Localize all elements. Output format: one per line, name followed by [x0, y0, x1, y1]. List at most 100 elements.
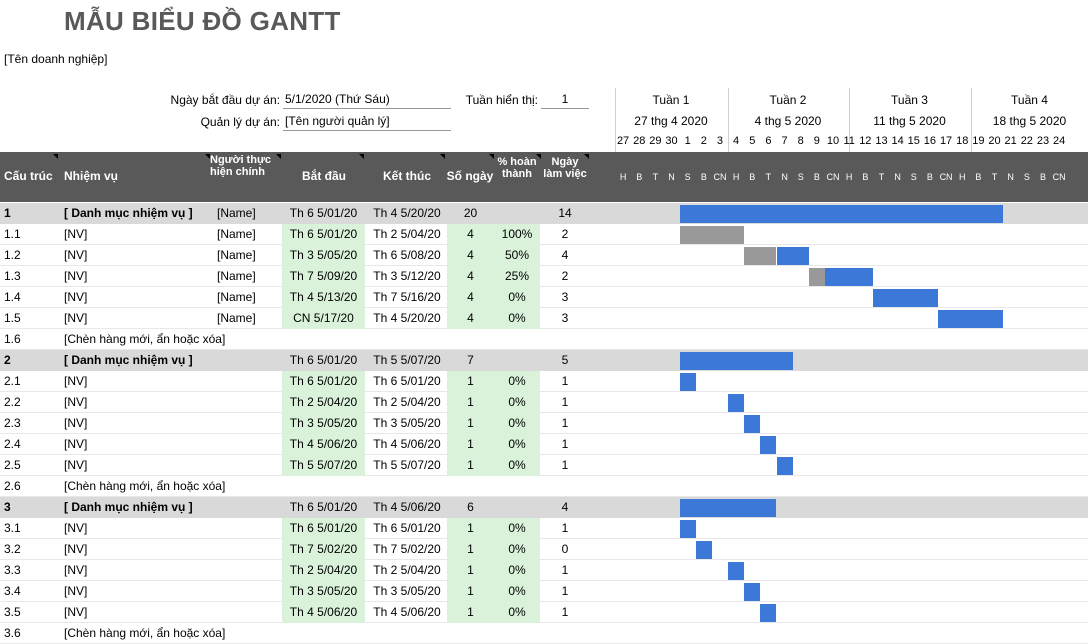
end-date-cell[interactable]: Th 6 5/01/20 [373, 374, 441, 388]
table-row[interactable]: 1.1 [NV] [Name] Th 6 5/01/20 Th 2 5/04/20 4 10… [0, 224, 1088, 245]
wbs-cell[interactable]: 2.3 [4, 416, 21, 430]
percent-complete-cell[interactable] [494, 203, 540, 224]
start-date-cell[interactable]: Th 7 5/02/20 [282, 539, 365, 560]
duration-cell[interactable] [447, 329, 494, 350]
workdays-cell[interactable]: 3 [561, 311, 569, 325]
duration-cell[interactable]: 1 [447, 434, 494, 455]
end-date-cell[interactable]: Th 6 5/01/20 [373, 521, 441, 535]
workdays-cell[interactable] [541, 476, 589, 497]
table-row[interactable]: 3.3 [NV] Th 2 5/04/20 Th 2 5/04/20 1 0% 1 [0, 560, 1088, 581]
start-date-cell[interactable]: Th 6 5/01/20 [289, 500, 358, 514]
owner-cell[interactable] [217, 581, 281, 602]
end-date-cell[interactable]: Th 3 5/05/20 [373, 416, 441, 430]
percent-complete-cell[interactable]: 0% [494, 308, 540, 329]
category-row[interactable]: 1 [ Danh mục nhiệm vụ ] [Name] Th 6 5/01/20… [0, 203, 1088, 224]
task-cell[interactable]: [ Danh mục nhiệm vụ ] [64, 500, 193, 514]
end-date-cell[interactable]: Th 4 5/06/20 [373, 437, 441, 451]
duration-cell[interactable]: 4 [447, 245, 494, 266]
duration-cell[interactable]: 1 [447, 581, 494, 602]
percent-complete-cell[interactable]: 0% [494, 371, 540, 392]
start-date-cell[interactable]: CN 5/17/20 [282, 308, 365, 329]
task-cell[interactable]: [NV] [64, 584, 88, 598]
duration-cell[interactable]: 1 [447, 539, 494, 560]
column-header-wbs[interactable]: Cấu trúc [4, 169, 53, 183]
wbs-cell[interactable]: 2.4 [4, 437, 21, 451]
owner-cell[interactable] [217, 497, 281, 518]
table-row[interactable]: 2.6 [Chèn hàng mới, ẩn hoặc xóa] [0, 476, 1088, 497]
end-date-cell[interactable]: Th 2 5/04/20 [373, 227, 441, 241]
project-start-input[interactable]: 5/1/2020 (Thứ Sáu) [283, 92, 451, 109]
percent-complete-cell[interactable]: 25% [494, 266, 540, 287]
table-row[interactable]: 2.2 [NV] Th 2 5/04/20 Th 2 5/04/20 1 0% 1 [0, 392, 1088, 413]
percent-complete-cell[interactable]: 0% [494, 518, 540, 539]
end-date-cell[interactable]: Th 5 5/07/20 [373, 353, 441, 367]
wbs-cell[interactable]: 3.5 [4, 605, 21, 619]
percent-complete-cell[interactable]: 0% [494, 413, 540, 434]
workdays-cell[interactable]: 4 [561, 248, 569, 262]
task-cell[interactable]: [NV] [64, 563, 88, 577]
task-cell[interactable]: [NV] [64, 290, 88, 304]
workdays-cell[interactable]: 2 [561, 227, 569, 241]
workdays-cell[interactable]: 0 [561, 542, 569, 556]
wbs-cell[interactable]: 2.5 [4, 458, 21, 472]
duration-cell[interactable]: 1 [447, 560, 494, 581]
start-date-cell[interactable]: Th 6 5/01/20 [289, 206, 358, 220]
wbs-cell[interactable]: 1.1 [4, 227, 21, 241]
percent-complete-cell[interactable]: 0% [494, 455, 540, 476]
wbs-cell[interactable]: 3 [4, 500, 11, 514]
percent-complete-cell[interactable] [494, 350, 540, 371]
percent-complete-cell[interactable] [494, 329, 540, 350]
start-date-cell[interactable]: Th 2 5/04/20 [282, 560, 365, 581]
workdays-cell[interactable]: 1 [561, 416, 569, 430]
task-cell[interactable]: [NV] [64, 521, 88, 535]
end-date-cell[interactable]: Th 4 5/06/20 [373, 500, 441, 514]
start-date-cell[interactable]: Th 3 5/05/20 [282, 413, 365, 434]
percent-complete-cell[interactable]: 0% [494, 581, 540, 602]
project-manager-input[interactable]: [Tên người quản lý] [283, 114, 451, 131]
start-date-cell[interactable]: Th 3 5/05/20 [282, 245, 365, 266]
workdays-cell[interactable]: 1 [561, 584, 569, 598]
duration-cell[interactable] [447, 476, 494, 497]
column-header-workdays[interactable]: Ngày làm việc [543, 156, 587, 180]
table-row[interactable]: 3.1 [NV] Th 6 5/01/20 Th 6 5/01/20 1 0% 1 [0, 518, 1088, 539]
percent-complete-cell[interactable]: 0% [494, 434, 540, 455]
duration-cell[interactable]: 7 [467, 353, 474, 367]
table-row[interactable]: 2.3 [NV] Th 3 5/05/20 Th 3 5/05/20 1 0% 1 [0, 413, 1088, 434]
wbs-cell[interactable]: 1.2 [4, 248, 21, 262]
column-header-start[interactable]: Bắt đầu [301, 169, 346, 183]
percent-complete-cell[interactable]: 0% [494, 560, 540, 581]
task-cell[interactable]: [Chèn hàng mới, ẩn hoặc xóa] [64, 479, 226, 493]
end-date-cell[interactable]: Th 4 5/20/20 [373, 311, 441, 325]
table-row[interactable]: 2.1 [NV] Th 6 5/01/20 Th 6 5/01/20 1 0% 1 [0, 371, 1088, 392]
duration-cell[interactable]: 1 [447, 518, 494, 539]
wbs-cell[interactable]: 1.4 [4, 290, 21, 304]
start-date-cell[interactable]: Th 6 5/01/20 [282, 371, 365, 392]
workdays-cell[interactable] [541, 329, 589, 350]
owner-cell[interactable] [217, 350, 281, 371]
task-cell[interactable]: [NV] [64, 605, 88, 619]
wbs-cell[interactable]: 1.3 [4, 269, 21, 283]
wbs-cell[interactable]: 1 [4, 206, 11, 220]
workdays-cell[interactable]: 5 [561, 353, 569, 367]
workdays-cell[interactable]: 4 [561, 500, 569, 514]
task-cell[interactable]: [Chèn hàng mới, ẩn hoặc xóa] [64, 332, 226, 346]
wbs-cell[interactable]: 2.1 [4, 374, 21, 388]
owner-cell[interactable] [217, 518, 281, 539]
workdays-cell[interactable]: 14 [558, 206, 572, 220]
start-date-cell[interactable]: Th 4 5/06/20 [282, 602, 365, 623]
workdays-cell[interactable] [541, 623, 589, 644]
percent-complete-cell[interactable] [494, 497, 540, 518]
workdays-cell[interactable]: 3 [561, 290, 569, 304]
column-header-days[interactable]: Số ngày [446, 169, 494, 183]
table-row[interactable]: 2.5 [NV] Th 5 5/07/20 Th 5 5/07/20 1 0% 1 [0, 455, 1088, 476]
end-date-cell[interactable]: Th 3 5/12/20 [373, 269, 441, 283]
wbs-cell[interactable]: 3.6 [4, 626, 21, 640]
workdays-cell[interactable]: 1 [561, 437, 569, 451]
wbs-cell[interactable]: 2.6 [4, 479, 21, 493]
start-date-cell[interactable]: Th 2 5/04/20 [282, 392, 365, 413]
percent-complete-cell[interactable]: 50% [494, 245, 540, 266]
duration-cell[interactable]: 4 [447, 308, 494, 329]
start-date-cell[interactable]: Th 4 5/13/20 [282, 287, 365, 308]
category-row[interactable]: 2 [ Danh mục nhiệm vụ ] Th 6 5/01/20 Th 5 5… [0, 350, 1088, 371]
duration-cell[interactable]: 4 [447, 224, 494, 245]
